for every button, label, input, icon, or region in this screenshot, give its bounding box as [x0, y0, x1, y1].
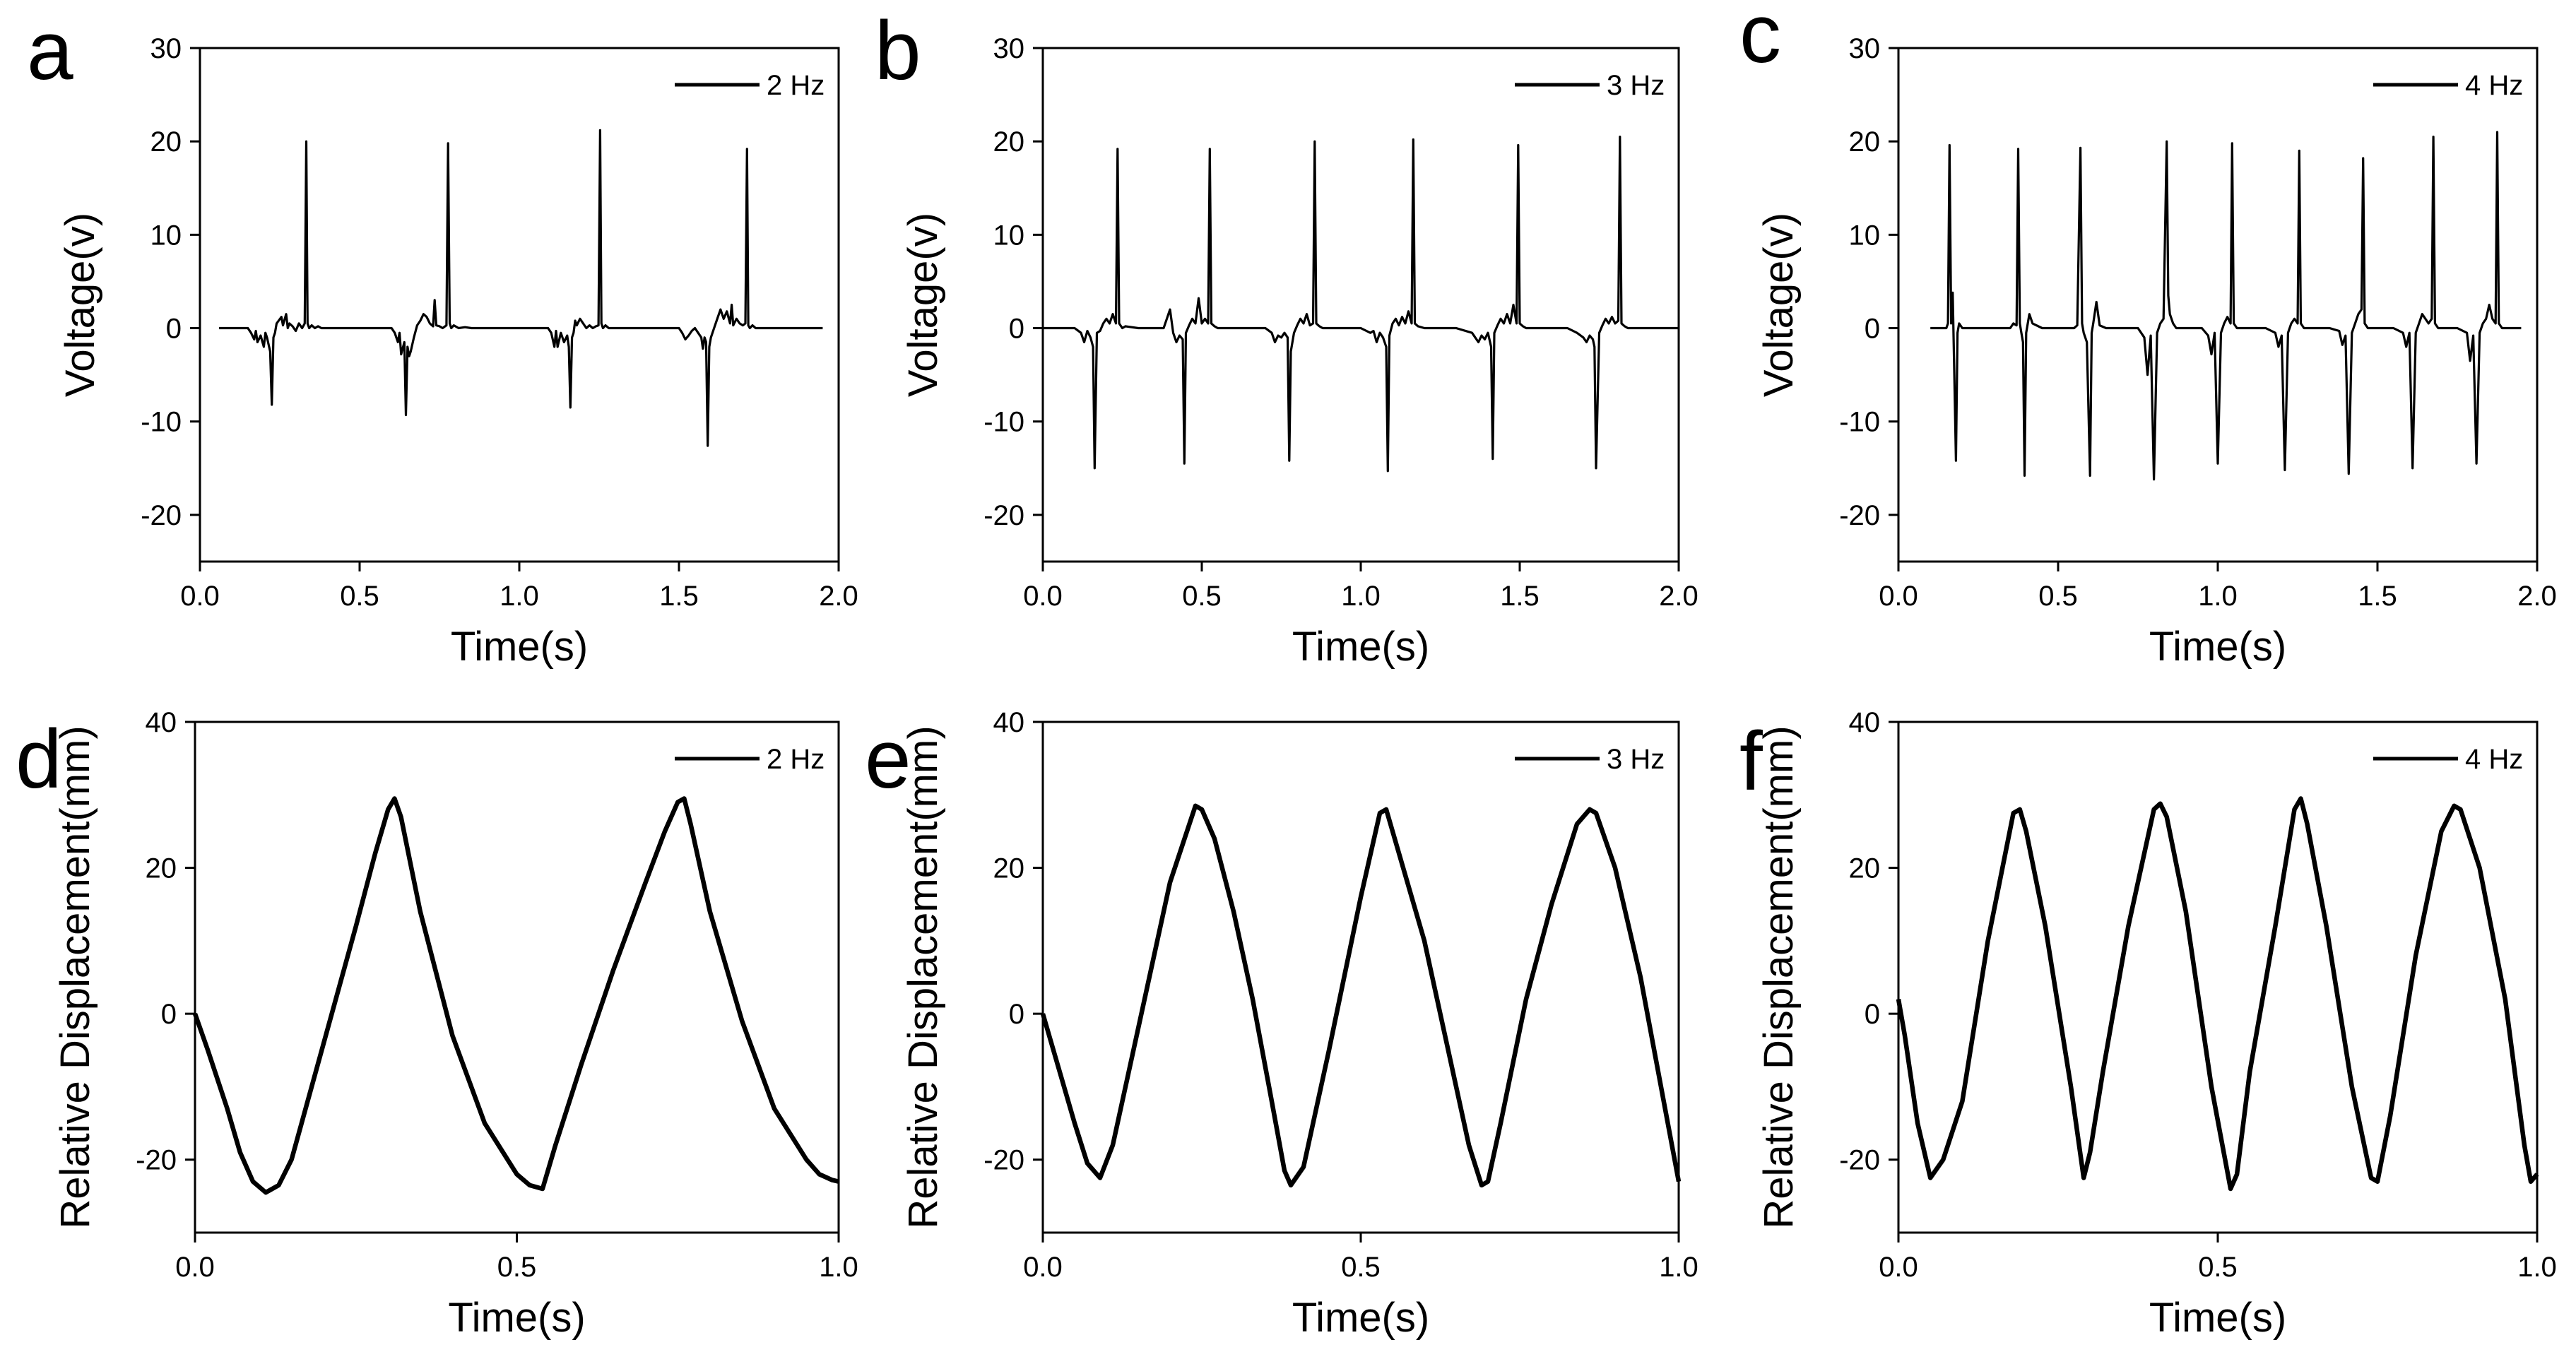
series-line-4-hz — [1896, 796, 2539, 1192]
x-tick-label: 1.5 — [2358, 581, 2397, 612]
y-tick-label: -20 — [141, 500, 182, 531]
legend-label: 2 Hz — [767, 744, 825, 775]
legend-label: 4 Hz — [2465, 744, 2523, 775]
y-tick-label: 30 — [1849, 33, 1881, 64]
panel-letter-f: f — [1739, 715, 1763, 808]
panel-letter-b: b — [875, 4, 921, 97]
x-tick-label: 0.5 — [340, 581, 379, 612]
x-tick-label: 0.5 — [1341, 1252, 1381, 1283]
series-line-3-hz — [1043, 136, 1679, 473]
panel-letter-e: e — [865, 713, 911, 806]
y-tick-label: 10 — [1849, 220, 1881, 251]
y-tick-label: 30 — [150, 33, 182, 64]
y-axis-title: Relative Displacement(mm) — [1756, 725, 1802, 1228]
y-axis-title: Voltage(v) — [57, 213, 103, 397]
legend-label: 2 Hz — [767, 70, 825, 101]
plot-frame — [1897, 47, 2539, 563]
y-tick-label: -10 — [1839, 407, 1880, 438]
plot-frame — [1897, 720, 2539, 1234]
x-axis-title: Time(s) — [2149, 1295, 2286, 1341]
y-tick-label: 0 — [1865, 314, 1880, 345]
x-axis-title: Time(s) — [2149, 624, 2286, 670]
y-tick-label: -20 — [1839, 1145, 1880, 1176]
y-tick-label: 0 — [1865, 999, 1880, 1030]
y-tick-label: 0 — [161, 999, 177, 1030]
y-tick-label: 40 — [146, 707, 177, 738]
y-axis-title: Voltage(v) — [1756, 213, 1802, 397]
y-tick-label: 0 — [1009, 999, 1024, 1030]
y-tick-label: 0 — [1009, 314, 1024, 345]
y-tick-label: -10 — [141, 407, 182, 438]
x-tick-label: 1.0 — [2517, 1252, 2557, 1283]
panel-b: b 0.0 0.5 1.0 1.5 2.0 -20 -10 0 10 20 30 Time(s) Volt… — [875, 4, 1698, 670]
x-tick-label: 2.0 — [2517, 581, 2557, 612]
x-tick-label: 1.5 — [1500, 581, 1540, 612]
panel-letter-d: d — [16, 713, 62, 806]
x-tick-label: 0.5 — [1182, 581, 1222, 612]
x-tick-label: 1.0 — [1659, 1252, 1698, 1283]
y-tick-label: 20 — [146, 853, 177, 884]
x-tick-label: 0.0 — [175, 1252, 215, 1283]
x-tick-label: 1.0 — [819, 1252, 858, 1283]
y-axis-title: Relative Displacement(mm) — [52, 725, 98, 1228]
y-tick-label: 20 — [150, 126, 182, 158]
x-axis-title: Time(s) — [1292, 1295, 1429, 1341]
series-line-3-hz — [1040, 803, 1682, 1188]
y-tick-label: -20 — [983, 500, 1024, 531]
x-tick-label: 0.5 — [2198, 1252, 2238, 1283]
y-tick-label: 20 — [993, 126, 1025, 158]
panel-e: e 0.0 0.5 1.0 -20 0 20 40 Time(s) Relative Displa… — [865, 707, 1698, 1341]
x-tick-label: 1.5 — [659, 581, 699, 612]
x-tick-label: 0.5 — [497, 1252, 537, 1283]
x-tick-label: 0.0 — [1023, 581, 1063, 612]
y-tick-label: 20 — [993, 853, 1025, 884]
x-axis-title: Time(s) — [448, 1295, 585, 1341]
legend-label: 4 Hz — [2465, 70, 2523, 101]
x-tick-label: 2.0 — [1659, 581, 1698, 612]
series-line-2-hz — [219, 129, 823, 447]
x-tick-label: 1.0 — [1341, 581, 1381, 612]
series-line-4-hz — [1930, 131, 2522, 481]
y-tick-label: -10 — [983, 407, 1024, 438]
plot-frame — [1041, 47, 1680, 563]
x-axis-title: Time(s) — [1292, 624, 1429, 670]
y-tick-label: 20 — [1849, 126, 1881, 158]
y-tick-label: 10 — [150, 220, 182, 251]
panel-a: a 0.0 0.5 1.0 1.5 2.0 -20 -10 0 10 20 30 Time(s) Volt… — [27, 4, 858, 670]
y-tick-label: 10 — [993, 220, 1025, 251]
x-tick-label: 0.5 — [2038, 581, 2078, 612]
panel-letter-c: c — [1739, 0, 1781, 81]
plot-frame — [1041, 720, 1680, 1234]
y-tick-label: 40 — [1849, 707, 1881, 738]
panel-c: c 0.0 0.5 1.0 1.5 2.0 -20 -10 0 10 20 30 Time(s) Volt… — [1739, 0, 2557, 670]
legend-label: 3 Hz — [1607, 744, 1665, 775]
y-tick-label: -20 — [136, 1145, 177, 1176]
series-line-2-hz — [192, 796, 839, 1195]
panel-d: d 0.0 0.5 1.0 -20 0 20 40 Time(s) Relative Displa… — [16, 707, 858, 1341]
x-tick-label: 1.0 — [2198, 581, 2238, 612]
y-tick-label: 40 — [993, 707, 1025, 738]
y-tick-label: -20 — [983, 1145, 1024, 1176]
x-tick-label: 0.0 — [180, 581, 220, 612]
x-axis-title: Time(s) — [451, 624, 588, 670]
panel-letter-a: a — [27, 4, 73, 97]
legend-label: 3 Hz — [1607, 70, 1665, 101]
panel-f: f 0.0 0.5 1.0 -20 0 20 40 Time(s) Relative Displa… — [1739, 707, 2557, 1341]
x-tick-label: 0.0 — [1879, 581, 1918, 612]
y-tick-label: -20 — [1839, 500, 1880, 531]
y-axis-title: Relative Displacement(mm) — [900, 725, 946, 1228]
y-tick-label: 0 — [166, 314, 182, 345]
y-axis-title: Voltage(v) — [900, 213, 946, 397]
x-tick-label: 0.0 — [1023, 1252, 1063, 1283]
y-tick-label: 30 — [993, 33, 1025, 64]
plot-frame — [199, 47, 840, 563]
x-tick-label: 0.0 — [1879, 1252, 1918, 1283]
x-tick-label: 2.0 — [819, 581, 858, 612]
y-tick-label: 20 — [1849, 853, 1881, 884]
x-tick-label: 1.0 — [500, 581, 539, 612]
